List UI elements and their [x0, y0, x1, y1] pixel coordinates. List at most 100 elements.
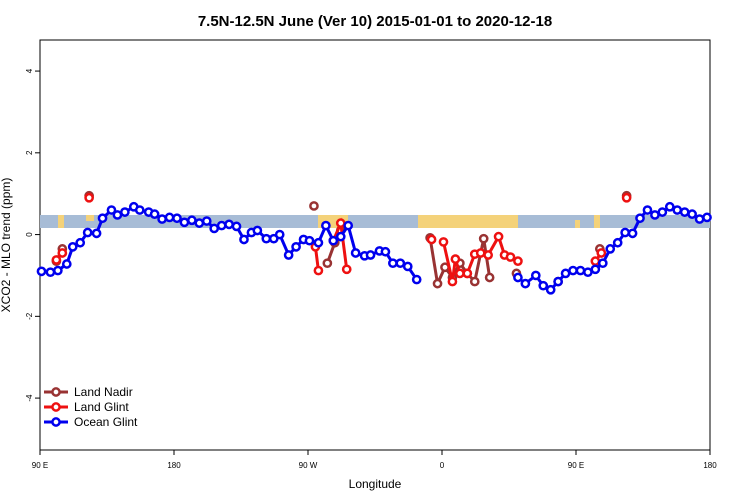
data-point [440, 262, 450, 273]
data-point [283, 250, 294, 260]
data-point [216, 220, 227, 231]
data-point [493, 231, 504, 242]
data-point [462, 268, 473, 279]
data-point [231, 221, 242, 232]
data-point [475, 248, 486, 258]
data-point [642, 205, 653, 215]
data-point [553, 276, 563, 287]
data-point [209, 223, 220, 234]
data-point [67, 241, 78, 252]
data-point [612, 237, 623, 248]
data-point [51, 255, 62, 265]
data-point [530, 270, 541, 281]
data-point [627, 228, 638, 239]
data-point [350, 248, 361, 258]
data-point [343, 220, 354, 231]
data-point [179, 217, 190, 228]
land-patch [575, 220, 580, 228]
data-point [36, 266, 47, 277]
data-point [447, 276, 458, 287]
data-point [520, 278, 531, 289]
data-point [322, 258, 333, 269]
data-point [597, 258, 608, 269]
y-tick-label: 4 [25, 68, 34, 73]
data-point [583, 267, 593, 278]
data-point [84, 192, 94, 203]
data-point [328, 235, 339, 246]
data-point [304, 235, 315, 246]
data-point [194, 218, 205, 228]
land-patch [594, 215, 600, 228]
data-point [484, 272, 495, 283]
data-point [694, 214, 705, 224]
data-point [438, 237, 449, 247]
data-point [224, 219, 234, 230]
y-axis-label: XCO2 - MLO trend (ppm) [0, 178, 13, 313]
data-point [149, 209, 160, 219]
legend-swatch-point [51, 417, 61, 427]
data-point [672, 205, 683, 215]
data-point [341, 264, 352, 275]
data-point [432, 278, 443, 289]
data-point [513, 256, 523, 266]
data-point [635, 213, 645, 224]
data-point [664, 201, 675, 212]
x-tick-label: 90 W [299, 461, 318, 470]
y-tick-label: 0 [25, 232, 34, 237]
x-axis-label: Longitude [349, 477, 402, 491]
data-point [560, 268, 571, 279]
data-point [590, 264, 601, 275]
data-point [201, 216, 212, 226]
data-point [388, 258, 398, 269]
data-point [309, 201, 319, 211]
y-tick-label: 2 [25, 150, 34, 155]
data-point [679, 207, 690, 217]
data-point [575, 265, 586, 276]
data-point [252, 225, 263, 236]
land-ocean-strip [40, 215, 710, 228]
data-point [411, 274, 422, 285]
data-point [620, 227, 630, 238]
data-point [402, 261, 413, 272]
data-point [134, 205, 145, 215]
x-tick-label: 90 E [568, 461, 584, 470]
data-point [75, 237, 86, 248]
data-point [621, 192, 632, 203]
chart-title: 7.5N-12.5N June (Ver 10) 2015-01-01 to 2… [198, 13, 552, 30]
data-point [450, 254, 461, 264]
data-point [605, 244, 616, 254]
data-point [687, 209, 697, 219]
data-point [455, 268, 465, 279]
ocean-strip [40, 215, 710, 228]
data-point [112, 210, 123, 220]
data-point [596, 248, 607, 258]
data-point [53, 265, 63, 276]
legend-swatch-point [51, 387, 61, 397]
x-tick-label: 90 E [32, 461, 48, 470]
data-point [657, 207, 668, 217]
x-tick-label: 180 [703, 461, 717, 470]
data-point [313, 265, 324, 276]
legend-label: Ocean Glint [74, 415, 138, 429]
data-point [57, 248, 68, 258]
y-tick-label: -4 [25, 394, 34, 402]
legend-label: Land Nadir [74, 385, 133, 399]
data-point [97, 213, 108, 224]
data-point [120, 207, 130, 217]
data-point [239, 234, 249, 245]
data-point [261, 233, 272, 244]
data-point [469, 276, 480, 287]
y-tick-label: -2 [25, 312, 34, 320]
x-tick-label: 0 [440, 461, 445, 470]
data-point [274, 229, 285, 240]
data-point [568, 265, 578, 276]
land-patch [86, 215, 94, 221]
data-point [164, 212, 175, 223]
data-point [45, 267, 56, 278]
data-point [650, 210, 660, 220]
data-point [313, 237, 324, 248]
land-patch [418, 215, 518, 228]
data-point [365, 250, 376, 260]
data-point [380, 246, 391, 257]
